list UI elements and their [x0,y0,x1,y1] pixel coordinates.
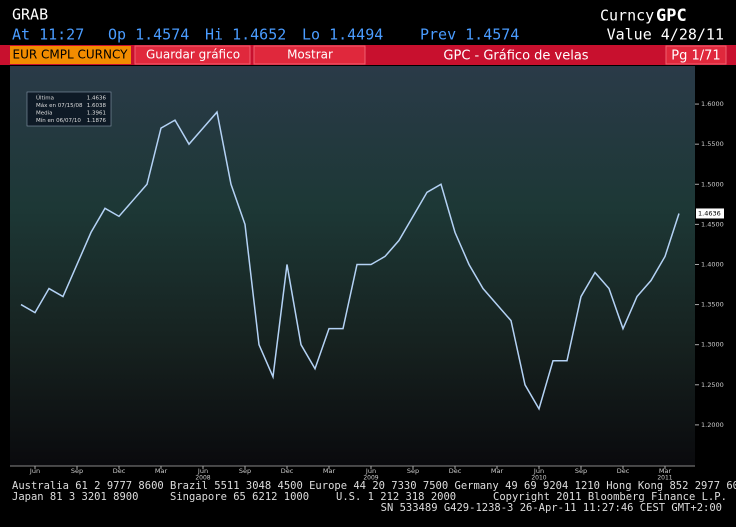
x-tick-label: Sep [575,467,587,475]
x-tick-label: Dec [281,467,294,475]
footer-singapore: Singapore 65 6212 1000 [170,491,309,503]
x-tick-label: Jun [197,467,208,475]
last-price-box [696,208,724,219]
legend-name: Media [36,111,53,117]
x-tick-label: Jun [533,467,544,475]
quote-item: Lo 1.4494 [302,26,383,44]
security-type: Curncy [600,7,654,25]
x-tick-label: Sep [407,467,419,475]
x-tick-label: Dec [113,467,126,475]
footer-japan: Japan 81 3 3201 8900 [12,491,138,503]
page-box[interactable] [665,45,727,65]
quote-item: Op 1.4574 [108,26,189,44]
footer-line3: SN 533489 G429-1238-3 26-Apr-11 11:27:46… [381,502,722,514]
y-tick-label: 1.2000 [701,421,724,429]
x-tick-label: Sep [71,467,83,475]
toolbar-title: GPC - Gráfico de velas [443,49,588,64]
x-tick-label: Dec [449,467,462,475]
plot: 1.2000 1.2500 1.3000 1.3500 1.4000 1.4500 1.50… [10,91,724,482]
ticker[interactable]: EUR CMPL CURNCY [13,48,129,62]
show-label[interactable]: Mostrar [287,48,333,62]
price-line [20,110,680,411]
y-tick-label: 1.3500 [701,301,724,309]
year-label: 2010 [531,475,546,482]
function: GPC [656,6,687,26]
y-tick-label: 1.3000 [701,341,724,349]
legend-name: Máx en 07/15/08 [36,102,83,109]
page-label[interactable]: Pg 1/71 [671,49,720,64]
save-button[interactable] [134,45,251,65]
x-tick-label: Mar [659,467,672,475]
ticker-box[interactable] [10,46,131,64]
x-tick-label: Sep [239,467,251,475]
legend-box [26,91,112,127]
footer-copyright: Copyright 2011 Bloomberg Finance L.P. [493,491,727,503]
legend-value: 1.1876 [87,118,107,124]
x-tick-label: Dec [617,467,630,475]
footer-us: U.S. 1 212 318 2000 [336,491,456,503]
x-tick-label: Jun [365,467,376,475]
quote-item: Prev 1.4574 [420,26,519,44]
quote-item: Hi 1.4652 [205,26,286,44]
y-tick-label: 1.5000 [701,180,724,188]
legend-value: 1.4636 [87,96,107,102]
y-tick-label: 1.6000 [701,100,724,108]
year-label: 2008 [195,475,210,482]
y-tick-label: 1.5500 [701,140,724,148]
y-tick-label: 1.2500 [701,381,724,389]
y-tick-label: 1.4500 [701,220,724,228]
quote: At 11:27 Op 1.4574 Hi 1.4652 Lo 1.4494 Prev … [12,26,519,44]
year-label: 2009 [363,475,378,482]
legend-value: 1.6038 [87,103,107,109]
plot-area [10,66,695,466]
x-tick-label: Mar [323,467,336,475]
show-button[interactable] [253,45,366,65]
year-label: 2011 [657,475,672,482]
screen-name: GRAB [12,6,48,24]
x-tick-label: Jun [29,467,40,475]
x-tick-label: Mar [155,467,168,475]
value-date: Value 4/28/11 [607,26,724,44]
legend-value: 1.3961 [87,111,106,117]
save-label[interactable]: Guardar gráfico [146,48,240,62]
footer-line1: Australia 61 2 9777 8600 Brazil 5511 304… [12,480,736,492]
last-price-label: 1.4636 [698,209,721,217]
y-tick-label: 1.4000 [701,260,724,268]
legend-name: Mín en 06/07/10 [36,117,81,124]
x-tick-label: Mar [491,467,504,475]
legend-name: Última [36,95,54,102]
quote-item: At 11:27 [12,26,84,44]
